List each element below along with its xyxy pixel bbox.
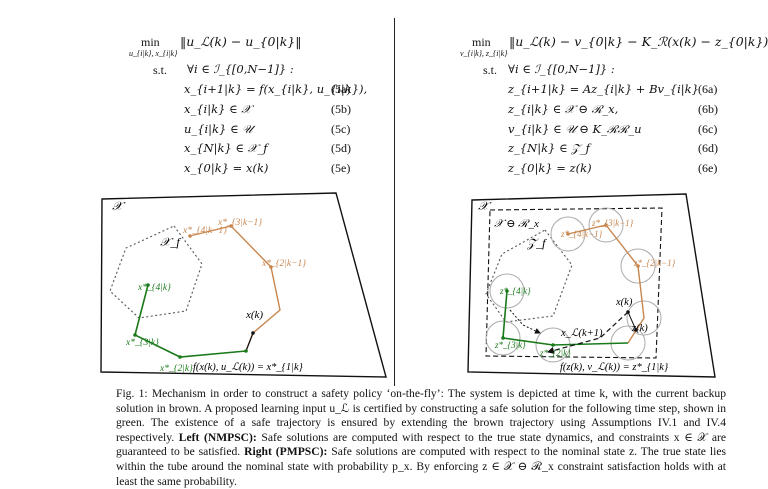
right-green-points — [501, 289, 555, 347]
tube-circle — [550, 216, 586, 252]
tube-circle — [620, 248, 656, 284]
tube-circle — [626, 300, 662, 336]
right-nominal-point — [634, 328, 638, 332]
right-state-point — [626, 310, 630, 314]
right-next-label: f(z(k), v_ℒ(k)) = z*_{1|k} — [560, 362, 669, 373]
left-brown-label-3: x*_{3|k−1} — [217, 218, 262, 228]
right-constraint-6a: z_{i+1|k} = Az_{i|k} + Bv_{i|k} — [508, 82, 699, 96]
right-eqnum-6d: (6d) — [698, 141, 718, 155]
right-brown-points — [566, 223, 640, 268]
caption-lead: Fig. 1: Mechanism in order to construct … — [116, 387, 726, 444]
right-eqnum-6a: (6a) — [698, 82, 718, 96]
left-constraint-5e: x_{0|k} = x(k) — [184, 161, 269, 175]
left-constraint-5a: x_{i+1|k} = f(x_{i|k}, u_{i|k}), — [184, 82, 368, 96]
tube-circle — [489, 273, 525, 309]
right-brown-point-4 — [566, 232, 570, 236]
left-eqnum-5e: (5e) — [331, 161, 351, 175]
right-constraint-6e: z_{0|k} = z(k) — [508, 161, 592, 175]
right-green-point-4 — [505, 289, 509, 293]
left-green-trajectory — [134, 284, 247, 358]
left-green-point-4 — [146, 283, 150, 287]
right-constraint-6d: z_{N|k} ∈ 𝒵_f — [508, 141, 590, 155]
left-brown-point-3 — [229, 224, 233, 228]
left-region-label: 𝒳 — [112, 199, 126, 213]
right-state-constraint-set — [467, 193, 716, 378]
caption-right-title: Right (PMPSC): — [244, 445, 328, 459]
left-constraint-5d: x_{N|k} ∈ 𝒳_f — [184, 141, 268, 155]
right-brown-label-3: z*_{3|k−1} — [591, 218, 634, 228]
right-eqnum-6b: (6b) — [698, 102, 718, 116]
right-state-connector — [627, 311, 637, 331]
right-brown-point-2 — [636, 264, 640, 268]
left-eqnum-5c: (5c) — [331, 122, 351, 136]
left-brown-point-2 — [269, 265, 273, 269]
left-constraint-5c: u_{i|k} ∈ 𝒰 — [184, 122, 253, 136]
left-green-label-4: x*_{4|k} — [137, 283, 171, 293]
right-min-subscript: v_{i|k}, z_{i|k} — [460, 49, 508, 58]
right-min-operator: min — [472, 35, 491, 49]
right-tightened-label: 𝒳 ⊖ ℛ_x — [494, 218, 539, 230]
figure-caption: Fig. 1: Mechanism in order to construct … — [116, 387, 726, 489]
left-connector — [245, 332, 254, 352]
left-green-point-3 — [133, 333, 137, 337]
caption-left-title: Left (NMPSC): — [178, 430, 257, 444]
column-divider — [394, 18, 395, 386]
right-true-trajectory — [546, 311, 629, 354]
right-state-label: x(k) — [615, 297, 633, 308]
left-min-operator: min — [141, 35, 160, 49]
right-eqnum-6e: (6e) — [698, 161, 718, 175]
caption-left-text: Safe solutions are computed with respect… — [116, 430, 726, 459]
left-eqnum-5b: (5b) — [331, 102, 351, 116]
tube-circle — [588, 207, 624, 243]
right-constraint-6b: z_{i|k} ∈ 𝒳 ⊖ ℛ_x, — [508, 102, 619, 116]
right-region-label: 𝒳 — [478, 199, 492, 213]
right-green-label-2: z*_{2|k} — [539, 348, 571, 358]
left-constraint-5b: x_{i|k} ∈ 𝒳 — [184, 102, 252, 116]
left-green-point-2 — [178, 355, 182, 359]
left-objective: ‖u_ℒ(k) − u_{0|k}‖ — [180, 34, 302, 49]
right-learning-arrow — [509, 309, 541, 334]
right-green-trajectory — [502, 290, 629, 346]
right-green-point-3 — [501, 336, 505, 340]
right-brown-point-3 — [604, 223, 608, 227]
left-terminal-label: 𝒳_f — [160, 235, 181, 249]
left-forall: ∀i ∈ ℐ_{[0,N−1]} : — [187, 62, 294, 76]
left-brown-points — [188, 224, 273, 269]
left-brown-label-4: x*_{4|k−1} — [182, 226, 227, 236]
right-green-label-3: z*_{3|k} — [494, 340, 526, 350]
left-green-point-1 — [244, 349, 248, 353]
left-state-label: x(k) — [245, 309, 263, 321]
left-brown-trajectory — [189, 225, 281, 352]
right-green-point-2 — [551, 343, 555, 347]
right-brown-label-4: z*_{4|k−1} — [560, 229, 603, 239]
right-tube-circles — [485, 207, 662, 363]
right-constraint-6c: v_{i|k} ∈ 𝒰 ⊖ K_ℛℛ_u — [508, 122, 642, 136]
right-nominal-label: z(k) — [631, 323, 648, 334]
right-st-label: s.t. — [483, 63, 498, 77]
left-next-label: f(x(k), u_ℒ(k)) = x*_{1|k} — [193, 362, 304, 373]
right-brown-label-2: z*_{2|k−1} — [633, 258, 676, 268]
left-eqnum-5a: (5a) — [331, 82, 351, 96]
left-brown-label-2: x*_{2|k−1} — [261, 259, 306, 269]
right-next-true-label: x_ℒ(k+1) — [560, 328, 603, 339]
right-forall: ∀i ∈ ℐ_{[0,N−1]} : — [508, 62, 615, 76]
left-state-point — [251, 331, 255, 335]
right-tightened-set — [485, 207, 663, 359]
right-objective: ‖u_ℒ(k) − v_{0|k} − K_ℛ(x(k) − z_{0|k})‖ — [509, 34, 768, 49]
right-green-label-4: z*_{4|k} — [499, 286, 531, 296]
left-state-constraint-set — [100, 192, 387, 378]
tube-circle — [485, 320, 521, 356]
left-eqnum-5d: (5d) — [331, 141, 351, 155]
left-green-points — [133, 283, 248, 359]
left-green-label-3: x*_{3|k} — [125, 338, 159, 348]
right-eqnum-6c: (6c) — [698, 122, 718, 136]
left-terminal-set — [109, 225, 203, 319]
right-terminal-label: 𝒵_f — [526, 236, 547, 250]
left-green-label-2: x*_{2|k} — [159, 364, 193, 374]
left-min-subscript: u_{i|k}, x_{i|k} — [129, 49, 178, 58]
left-brown-point-4 — [188, 234, 192, 238]
left-st-label: s.t. — [153, 63, 168, 77]
